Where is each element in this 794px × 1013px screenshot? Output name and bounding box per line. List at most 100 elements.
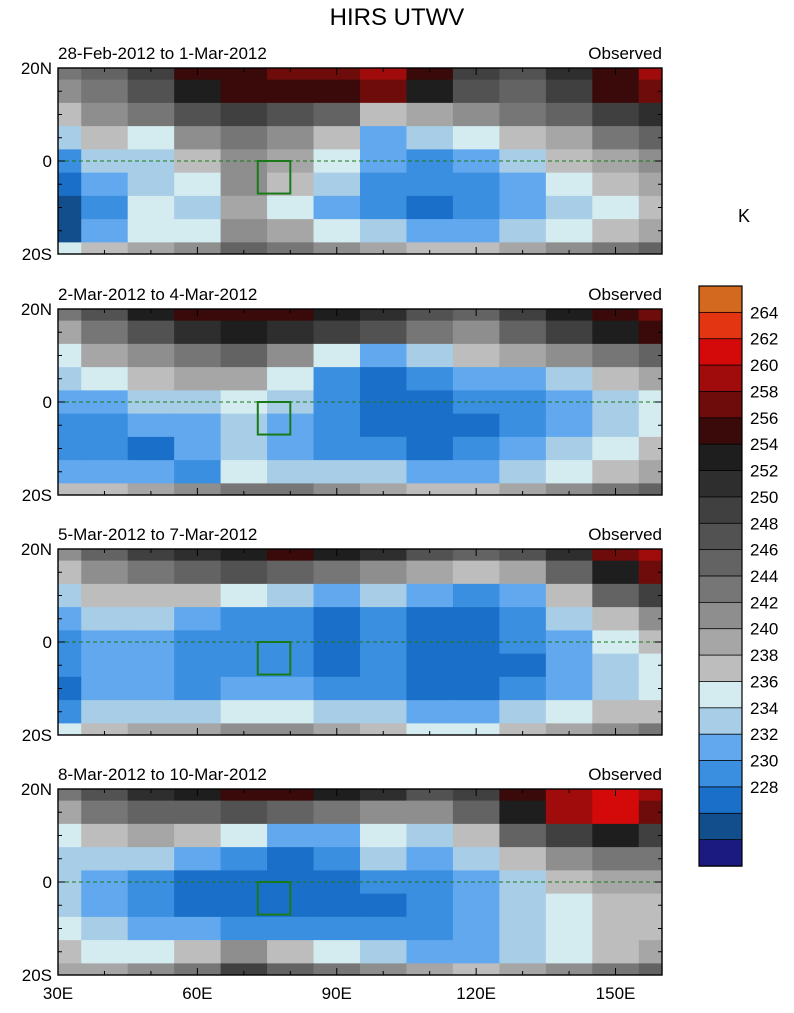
- heatmap-cell: [313, 607, 361, 631]
- heatmap-cell: [58, 630, 82, 655]
- heatmap-cell: [267, 823, 315, 848]
- heatmap-cell: [360, 367, 408, 391]
- heatmap-cell: [452, 126, 500, 150]
- panel-period-label: 2-Mar-2012 to 4-Mar-2012: [58, 285, 257, 304]
- heatmap-cell: [220, 723, 268, 735]
- heatmap-cell: [81, 149, 129, 174]
- heatmap-cell: [220, 390, 268, 415]
- heatmap-cell: [406, 68, 454, 81]
- heatmap-cell: [313, 343, 361, 368]
- heatmap-cell: [81, 172, 129, 197]
- heatmap-cell: [638, 436, 662, 461]
- heatmap-cell: [638, 413, 662, 438]
- heatmap-cell: [58, 963, 82, 975]
- heatmap-cell: [360, 789, 408, 802]
- colorbar-level-label: 242: [750, 593, 778, 612]
- heatmap-cell: [127, 343, 175, 368]
- heatmap-cell: [499, 413, 547, 438]
- heatmap-cell: [638, 549, 662, 562]
- heatmap-cell: [499, 823, 547, 848]
- heatmap-cell: [220, 460, 268, 484]
- heatmap-cell: [545, 367, 593, 391]
- heatmap-cell: [406, 789, 454, 802]
- heatmap-cell: [499, 436, 547, 461]
- colorbar-swatch: [698, 786, 743, 814]
- heatmap-cell: [360, 800, 408, 825]
- heatmap-cell: [360, 560, 408, 585]
- heatmap-cell: [545, 940, 593, 964]
- heatmap-cell: [499, 940, 547, 964]
- heatmap-cell: [127, 847, 175, 871]
- heatmap-cell: [499, 172, 547, 197]
- heatmap-cell: [360, 653, 408, 678]
- heatmap-cells: [58, 549, 662, 735]
- heatmap-cell: [220, 309, 268, 322]
- heatmap-cell: [638, 800, 662, 825]
- heatmap-cell: [452, 653, 500, 678]
- heatmap-cell: [127, 68, 175, 81]
- heatmap-cell: [406, 242, 454, 254]
- heatmap-cell: [406, 172, 454, 197]
- heatmap-cell: [406, 847, 454, 871]
- heatmap-cell: [592, 653, 640, 678]
- heatmap-cell: [267, 723, 315, 735]
- heatmap-cell: [360, 242, 408, 254]
- heatmap-cell: [220, 789, 268, 802]
- heatmap-cell: [58, 940, 82, 964]
- heatmap-cell: [406, 549, 454, 562]
- region-box: [256, 881, 292, 916]
- heatmap-cell: [406, 700, 454, 724]
- heatmap-cell: [313, 390, 361, 415]
- heatmap-cell: [360, 483, 408, 495]
- colorbar-level-label: 254: [750, 435, 778, 454]
- heatmap-cell: [499, 343, 547, 368]
- heatmap-cell: [545, 800, 593, 825]
- heatmap-cell: [406, 219, 454, 243]
- heatmap-cell: [406, 126, 454, 150]
- colorbar-level-label: 246: [750, 541, 778, 560]
- heatmap-cell: [638, 676, 662, 701]
- heatmap-cell: [545, 172, 593, 197]
- heatmap-cell: [267, 916, 315, 941]
- heatmap-cell: [174, 583, 222, 608]
- heatmap-cell: [499, 676, 547, 701]
- colorbar-swatch: [698, 654, 743, 683]
- heatmap-cell: [360, 126, 408, 150]
- heatmap-cell: [81, 916, 129, 941]
- heatmap-cell: [174, 940, 222, 964]
- heatmap-cell: [313, 79, 361, 104]
- heatmap-cell: [267, 242, 315, 254]
- heatmap-cell: [174, 367, 222, 391]
- heatmap-cell: [360, 847, 408, 871]
- heatmap-cell: [545, 219, 593, 243]
- colorbar-swatch: [698, 443, 743, 472]
- heatmap-cell: [313, 653, 361, 678]
- heatmap-cell: [58, 870, 82, 895]
- heatmap-cell: [592, 219, 640, 243]
- colorbar-level-label: 262: [750, 330, 778, 349]
- heatmap-cell: [220, 102, 268, 127]
- heatmap-cell: [58, 390, 82, 415]
- heatmap-cell: [545, 607, 593, 631]
- heatmap-cell: [592, 870, 640, 895]
- heatmap-cell: [499, 102, 547, 127]
- colorbar-swatch: [698, 733, 743, 762]
- heatmap-cell: [267, 847, 315, 871]
- heatmap-cell: [313, 149, 361, 174]
- heatmap-cell: [313, 630, 361, 655]
- heatmap-cell: [81, 390, 129, 415]
- heatmap-cell: [313, 102, 361, 127]
- heatmap-cell: [638, 242, 662, 254]
- heatmap-cell: [58, 219, 82, 243]
- heatmap-cell: [81, 367, 129, 391]
- heatmap-cell: [81, 102, 129, 127]
- heatmap-cell: [313, 847, 361, 871]
- heatmap-cell: [638, 320, 662, 345]
- heatmap-cell: [638, 916, 662, 941]
- heatmap-cell: [406, 320, 454, 345]
- colorbar-swatch: [698, 285, 743, 314]
- heatmap-cell: [127, 607, 175, 631]
- heatmap-cell: [638, 940, 662, 964]
- colorbar-swatch: [698, 311, 743, 340]
- heatmap-cell: [220, 893, 268, 918]
